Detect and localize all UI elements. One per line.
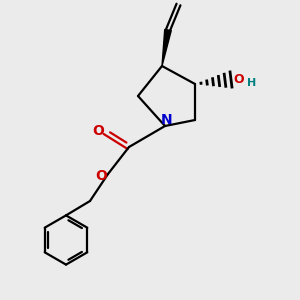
Text: O: O	[95, 169, 107, 183]
Text: O: O	[233, 73, 244, 86]
Polygon shape	[162, 29, 171, 66]
Text: H: H	[248, 78, 257, 88]
Text: N: N	[161, 113, 172, 127]
Text: O: O	[92, 124, 104, 137]
